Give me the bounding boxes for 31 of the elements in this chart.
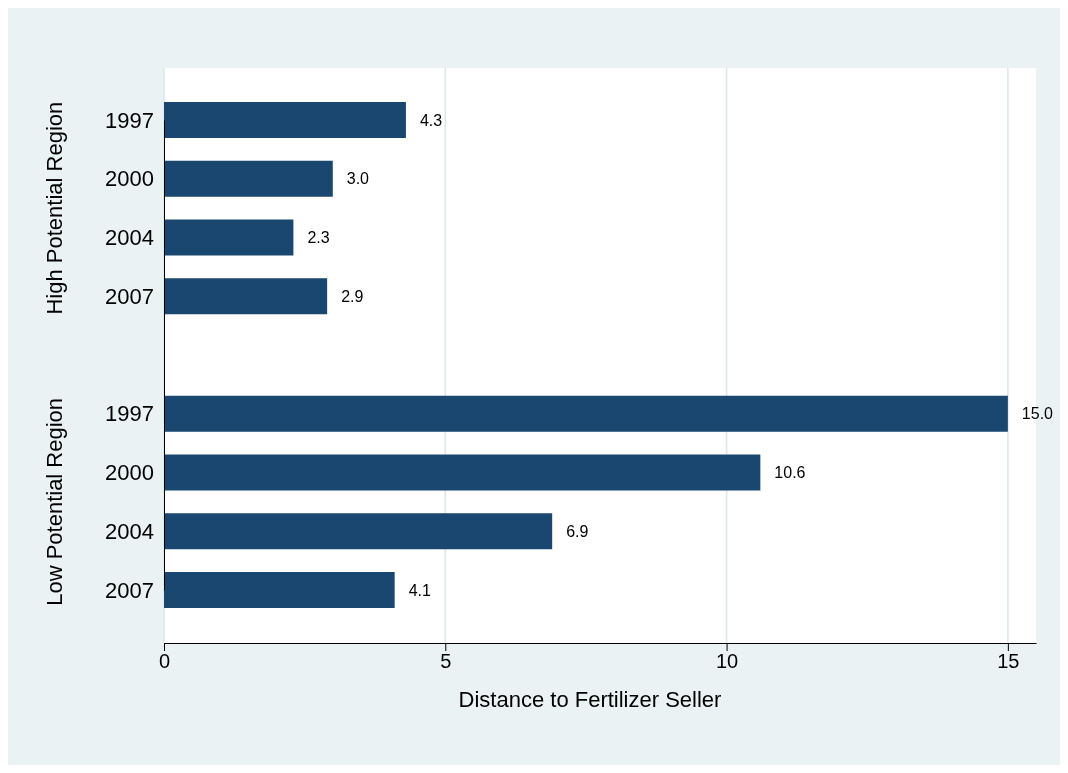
y-tick-label: 2004 — [105, 225, 154, 251]
data-label: 4.3 — [419, 111, 443, 129]
bar — [164, 278, 328, 315]
bar — [164, 572, 395, 608]
text: Low Potential Region — [42, 397, 67, 606]
x-tick-label: 10 — [715, 650, 739, 673]
data-label: 10.6 — [774, 464, 806, 482]
bar — [164, 160, 333, 197]
bar — [164, 395, 1008, 432]
data-label: 6.9 — [566, 522, 589, 540]
bar — [164, 102, 406, 138]
bar — [164, 454, 761, 491]
x-tick-label: 5 — [440, 650, 452, 673]
text: High Potential Region — [42, 101, 67, 315]
data-label: 15.0 — [1021, 405, 1054, 423]
data-label: 3.0 — [346, 170, 370, 188]
y-tick-label: 1997 — [105, 107, 154, 133]
bar — [164, 513, 553, 550]
y-tick-label: 2007 — [105, 283, 154, 309]
y-tick-label: 2000 — [105, 166, 154, 192]
bar — [164, 219, 294, 256]
x-tick-label: 15 — [997, 650, 1020, 673]
data-label: 4.1 — [408, 581, 431, 599]
data-label: 2.3 — [307, 229, 330, 247]
data-label: 2.9 — [341, 287, 364, 305]
y-tick-label: 1997 — [105, 401, 154, 427]
y-tick-label: 2000 — [105, 460, 154, 486]
y-tick-label: 2004 — [105, 518, 154, 544]
y-tick-label: 2007 — [105, 577, 154, 603]
x-axis-title: Distance to Fertilizer Seller — [458, 687, 722, 712]
x-tick-label: 0 — [158, 650, 171, 673]
